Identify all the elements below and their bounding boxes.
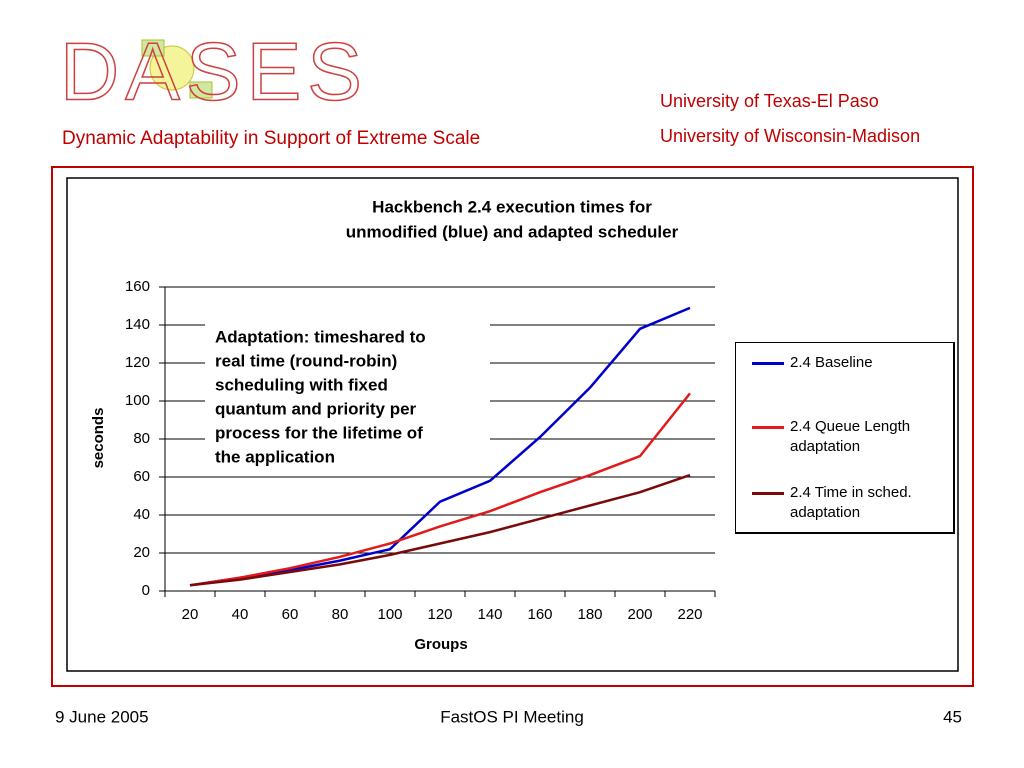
- annotation: Adaptation: timeshared to: [215, 327, 426, 346]
- annotation-box: [205, 322, 490, 470]
- x-tick-label: 20: [182, 606, 199, 623]
- chart-title: Hackbench 2.4 execution times for: [372, 197, 652, 216]
- y-tick-label: 20: [133, 544, 150, 561]
- legend-label: 2.4 Queue Length adaptation: [790, 418, 911, 455]
- y-axis-label: seconds: [90, 408, 107, 469]
- series-line: [189, 473, 691, 587]
- x-tick-label: 180: [577, 606, 602, 623]
- footer-date: 9 June 2005: [55, 707, 149, 726]
- annotation: scheduling with fixed: [215, 375, 388, 394]
- legend-swatch: [752, 492, 784, 495]
- y-tick-label: 0: [142, 582, 150, 599]
- x-tick-label: 140: [477, 606, 502, 623]
- y-tick-label: 80: [133, 430, 150, 447]
- legend-swatch: [752, 362, 784, 365]
- slide-frame: [51, 166, 974, 687]
- logo: DASES: [60, 27, 368, 118]
- y-tick-label: 40: [133, 506, 150, 523]
- x-tick-label: 160: [527, 606, 552, 623]
- annotation: quantum and priority per: [215, 399, 417, 418]
- series-line: [189, 392, 691, 587]
- legend-swatch: [752, 426, 784, 429]
- y-tick-label: 160: [125, 278, 150, 295]
- legend-label: 2.4 Time in sched. adaptation: [790, 484, 912, 521]
- legend: 2.4 Baseline 2.4 Queue Length adaptation 2…: [735, 342, 955, 534]
- y-tick-label: 140: [125, 316, 150, 333]
- affiliation: University of Wisconsin-Madison: [660, 126, 920, 146]
- page-number: 45: [943, 707, 962, 726]
- logo-flower: [141, 39, 213, 99]
- annotation: real time (round-robin): [215, 351, 397, 370]
- chart-title: unmodified (blue) and adapted scheduler: [346, 222, 679, 241]
- x-tick-label: 40: [232, 606, 249, 623]
- annotation: process for the lifetime of: [215, 423, 423, 442]
- legend-label: 2.4 Baseline: [790, 354, 873, 371]
- annotation: the application: [215, 447, 335, 466]
- legend-entry: 2.4 Baseline: [752, 353, 955, 373]
- y-tick-label: 100: [125, 392, 150, 409]
- y-tick-label: 60: [133, 468, 150, 485]
- subtitle: Dynamic Adaptability in Support of Extre…: [62, 128, 480, 149]
- x-tick-label: 220: [677, 606, 702, 623]
- affiliation: University of Texas-El Paso: [660, 91, 879, 111]
- x-tick-label: 120: [427, 606, 452, 623]
- y-tick-label: 120: [125, 354, 150, 371]
- x-tick-label: 200: [627, 606, 652, 623]
- x-tick-label: 80: [332, 606, 349, 623]
- legend-entry: 2.4 Time in sched. adaptation: [752, 483, 955, 523]
- x-tick-label: 60: [282, 606, 299, 623]
- footer-event: FastOS PI Meeting: [440, 707, 584, 726]
- legend-entry: 2.4 Queue Length adaptation: [752, 417, 955, 457]
- x-tick-label: 100: [377, 606, 402, 623]
- x-axis-label: Groups: [414, 636, 467, 653]
